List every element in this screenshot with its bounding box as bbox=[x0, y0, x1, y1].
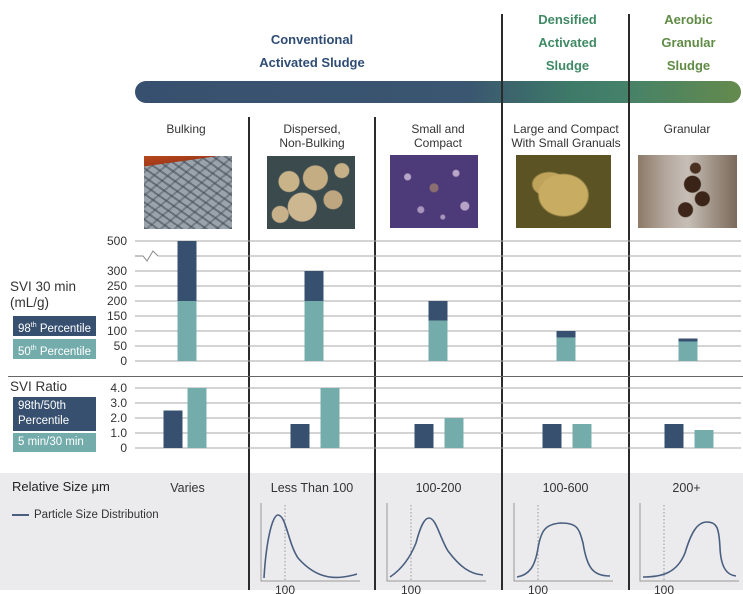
size-value-large-compact: 100-600 bbox=[542, 481, 589, 495]
divider-line bbox=[501, 14, 503, 590]
ratio-bar-5-30 bbox=[572, 424, 592, 448]
psd-legend-label: Particle Size Distribution bbox=[34, 509, 159, 521]
header-aerobic-line1: Aerobic bbox=[664, 12, 713, 27]
column-label-bulking: Bulking bbox=[135, 122, 237, 136]
ratio-tick-label: 3.0 bbox=[110, 396, 127, 410]
svi30-bar-50th bbox=[177, 301, 197, 361]
large-compact-micrograph bbox=[516, 155, 611, 228]
legend-98th-percentile: 98th Percentile bbox=[13, 316, 96, 336]
svi30-title-line: SVI 30 min bbox=[10, 279, 77, 294]
relative-size-title: Relative Size µm bbox=[12, 479, 110, 494]
size-value-dispersed: Less Than 100 bbox=[270, 481, 354, 495]
divider-line bbox=[374, 117, 376, 590]
svi30-tick-label: 0 bbox=[120, 354, 127, 368]
size-value-small-compact: 100-200 bbox=[415, 481, 462, 495]
psd-legend: Particle Size Distribution bbox=[12, 509, 159, 521]
header-aerobic-line2: Granular bbox=[661, 35, 716, 50]
svi30-tick-label: 250 bbox=[107, 279, 127, 293]
ratio-tick-label: 4.0 bbox=[110, 381, 127, 395]
divider-line bbox=[628, 14, 630, 590]
ratio-bar-5-30 bbox=[320, 388, 340, 448]
legend-98-text: Percentile bbox=[36, 322, 91, 335]
legend-ratio-line: 98th/50th bbox=[18, 400, 66, 412]
header-aerobic: Aerobic Granular Sludge bbox=[636, 8, 741, 77]
svi30-bar-98th bbox=[556, 331, 576, 338]
ratio-bar-5-30 bbox=[694, 430, 714, 448]
psd-legend-line-icon bbox=[12, 514, 29, 516]
column-label-line: Non-Bulking bbox=[279, 136, 345, 150]
divider-line bbox=[248, 117, 250, 590]
process-gradient-bar bbox=[135, 81, 741, 103]
header-densified-line1: Densified bbox=[538, 12, 597, 27]
dispersed-micrograph bbox=[267, 156, 355, 229]
ratio-bar-98-50 bbox=[664, 424, 684, 448]
svi30-tick-label: 100 bbox=[107, 324, 127, 338]
svi30-tick-label: 50 bbox=[114, 339, 128, 353]
bulking-micrograph bbox=[144, 156, 232, 229]
svi30-bar-98th bbox=[177, 241, 197, 301]
ratio-bar-98-50 bbox=[414, 424, 434, 448]
svi30-tick-label: 200 bbox=[107, 294, 127, 308]
column-label-line: Large and Compact bbox=[513, 122, 619, 136]
legend-98-sup: th bbox=[30, 322, 37, 329]
legend-50-text: Percentile bbox=[36, 345, 91, 358]
svi30-tick-label: 300 bbox=[107, 264, 127, 278]
svi30-bar-98th bbox=[428, 301, 448, 321]
header-conventional: Conventional Activated Sludge bbox=[222, 28, 402, 74]
ratio-bar-98-50 bbox=[163, 410, 183, 448]
small-compact-micrograph bbox=[390, 155, 478, 228]
relative-size-band bbox=[0, 473, 743, 590]
axis-break-icon bbox=[135, 250, 159, 262]
granular-photo bbox=[638, 155, 737, 228]
column-label-small-compact: Small and Compact bbox=[378, 122, 498, 150]
column-label-dispersed: Dispersed, Non-Bulking bbox=[252, 122, 372, 150]
column-label-line: Bulking bbox=[166, 122, 206, 136]
ratio-bar-5-30 bbox=[444, 418, 464, 448]
svi30-title-line: (mL/g) bbox=[10, 295, 50, 310]
legend-5-30-ratio: 5 min/30 min bbox=[13, 433, 96, 452]
column-label-large-compact: Large and Compact With Small Granuals bbox=[504, 122, 628, 150]
svi30-tick-label: 500 bbox=[107, 234, 127, 248]
header-conventional-line2: Activated Sludge bbox=[259, 55, 365, 70]
size-value-granular: 200+ bbox=[672, 481, 701, 495]
header-densified-line3: Sludge bbox=[545, 58, 590, 73]
legend-50-sup: th bbox=[30, 345, 37, 352]
ratio-bar-98-50 bbox=[542, 424, 562, 448]
svi30-bar-98th bbox=[304, 271, 324, 301]
header-aerobic-line3: Sludge bbox=[666, 58, 711, 73]
svi30-bar-50th bbox=[678, 341, 698, 361]
ratio-bar-98-50 bbox=[290, 424, 310, 448]
svi30-bar-50th bbox=[556, 337, 576, 361]
ratio-bar-5-30 bbox=[187, 388, 207, 448]
column-label-line: Dispersed, bbox=[283, 122, 341, 136]
ratio-tick-label: 1.0 bbox=[110, 426, 127, 440]
section-separator bbox=[8, 376, 743, 377]
svi30-bar-98th bbox=[678, 338, 698, 342]
size-value-bulking: Varies bbox=[170, 481, 205, 495]
ratio-tick-label: 2.0 bbox=[110, 411, 127, 425]
legend-98-number: 98 bbox=[18, 322, 31, 335]
header-conventional-line1: Conventional bbox=[270, 32, 354, 47]
header-densified-line2: Activated bbox=[538, 35, 597, 50]
legend-50-number: 50 bbox=[18, 345, 31, 358]
legend-50th-percentile: 50th Percentile bbox=[13, 339, 96, 359]
ratio-tick-label: 0 bbox=[120, 441, 127, 455]
ratio-title: SVI Ratio bbox=[10, 379, 68, 394]
column-label-line: Compact bbox=[413, 136, 463, 150]
svi30-bar-50th bbox=[428, 320, 448, 361]
column-label-line: Granular bbox=[663, 122, 711, 136]
column-label-line: Small and bbox=[411, 122, 465, 136]
svi30-bar-50th bbox=[304, 301, 324, 361]
column-label-line: With Small Granuals bbox=[511, 136, 621, 150]
svi30-tick-label: 150 bbox=[107, 309, 127, 323]
column-label-granular: Granular bbox=[631, 122, 743, 136]
legend-98-50-ratio: 98th/50th Percentile bbox=[13, 397, 96, 431]
svi30-title: SVI 30 min (mL/g) bbox=[10, 279, 76, 311]
legend-ratio-line: Percentile bbox=[18, 415, 70, 427]
header-densified: Densified Activated Sludge bbox=[510, 8, 625, 77]
